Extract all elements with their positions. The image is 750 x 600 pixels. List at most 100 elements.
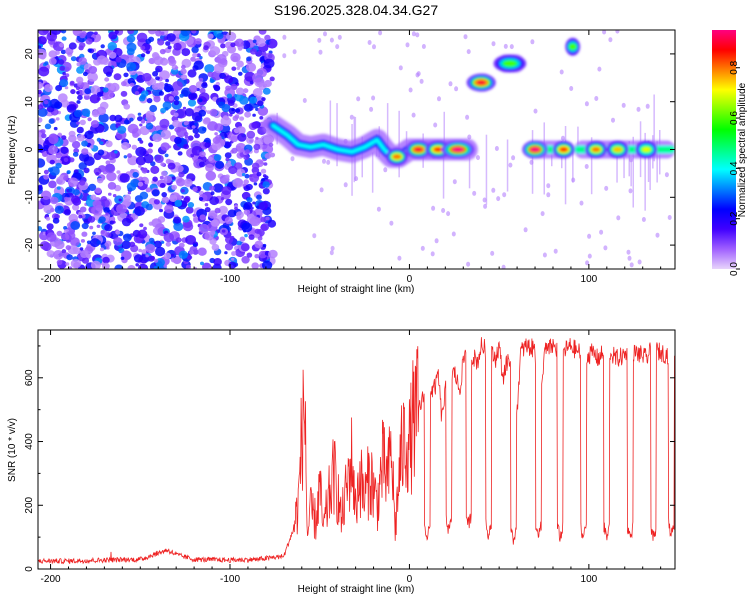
noise-speckle: [207, 121, 218, 131]
noise-speckle: [150, 165, 160, 174]
noise-speckle: [207, 71, 214, 78]
noise-speckle: [98, 216, 106, 223]
noise-speckle: [71, 140, 81, 149]
noise-speckle: [241, 222, 253, 233]
noise-speckle: [119, 173, 130, 183]
noise-speckle: [154, 154, 164, 164]
noise-speckle: [48, 118, 55, 124]
noise-speckle: [157, 136, 162, 141]
noise-speckle: [466, 261, 471, 267]
noise-speckle: [261, 260, 273, 269]
noise-streak: [443, 111, 445, 143]
noise-speckle: [97, 149, 105, 156]
noise-speckle: [249, 216, 261, 227]
noise-speckle: [398, 65, 403, 71]
noise-streak: [336, 103, 338, 167]
noise-speckle: [123, 194, 131, 202]
noise-speckle: [483, 203, 488, 209]
noise-speckle: [79, 180, 86, 186]
noise-speckle: [46, 223, 54, 230]
noise-speckle: [191, 125, 196, 129]
spectrogram-image: [38, 30, 675, 269]
noise-speckle: [38, 117, 43, 123]
noise-speckle: [103, 207, 110, 214]
noise-speckle: [216, 54, 227, 64]
noise-speckle: [160, 129, 172, 140]
noise-speckle: [43, 174, 49, 180]
noise-streak: [577, 126, 579, 155]
noise-speckle: [155, 30, 163, 37]
noise-speckle: [216, 33, 224, 40]
noise-speckle: [123, 119, 130, 125]
spectral-peak: [452, 147, 464, 152]
noise-speckle: [145, 203, 153, 211]
noise-speckle: [343, 182, 348, 188]
noise-speckle: [139, 191, 149, 200]
noise-speckle: [138, 164, 142, 168]
noise-speckle: [258, 201, 268, 211]
noise-streak: [590, 137, 593, 195]
colorbar-tick-label: 0.4: [729, 161, 740, 175]
noise-speckle: [58, 59, 65, 65]
noise-speckle: [454, 86, 459, 92]
noise-speckle: [641, 217, 646, 222]
noise-speckle: [248, 234, 255, 240]
noise-speckle: [244, 173, 250, 179]
noise-speckle: [145, 187, 152, 193]
noise-speckle: [64, 86, 69, 90]
spectral-peak: [392, 154, 402, 159]
noise-speckle: [198, 161, 206, 168]
noise-speckle: [143, 226, 147, 231]
noise-speckle: [136, 32, 148, 43]
noise-speckle: [112, 220, 116, 224]
noise-speckle: [181, 64, 186, 70]
noise-speckle: [667, 215, 672, 220]
noise-speckle: [44, 61, 49, 66]
noise-speckle: [629, 262, 634, 268]
noise-speckle: [123, 138, 127, 142]
noise-speckle: [225, 141, 232, 148]
noise-speckle: [584, 164, 589, 169]
noise-speckle: [180, 74, 188, 80]
noise-speckle: [96, 55, 107, 65]
noise-speckle: [55, 254, 59, 258]
noise-speckle: [261, 178, 265, 182]
noise-speckle: [194, 133, 200, 139]
noise-speckle: [46, 250, 55, 258]
noise-speckle: [202, 262, 212, 269]
x-tick-label: 0: [407, 574, 413, 585]
noise-speckle: [145, 114, 154, 122]
noise-speckle: [225, 85, 232, 91]
noise-speckle: [191, 46, 199, 54]
noise-speckle: [81, 222, 89, 230]
noise-speckle: [86, 240, 91, 245]
noise-speckle: [234, 114, 240, 119]
noise-speckle: [256, 171, 262, 177]
spectral-peak: [433, 147, 443, 152]
noise-speckle: [49, 98, 60, 109]
y-tick-label: 400: [24, 433, 35, 450]
noise-speckle: [70, 259, 82, 269]
noise-speckle: [476, 155, 480, 161]
noise-speckle: [86, 113, 90, 117]
noise-speckle: [502, 192, 507, 198]
noise-speckle: [145, 50, 151, 55]
noise-speckle: [533, 108, 538, 114]
snr-x-ticks: -200 -100 0 100: [41, 330, 662, 585]
noise-speckle: [145, 254, 149, 258]
noise-speckle: [282, 34, 287, 40]
noise-streak: [644, 132, 646, 211]
noise-speckle: [252, 73, 263, 83]
noise-speckle: [87, 117, 92, 122]
colorbar: 0.0 0.2 0.4 0.6 0.8 Normalized spectral ampl…: [712, 30, 748, 276]
noise-speckle: [579, 200, 584, 206]
noise-speckle: [172, 119, 181, 128]
noise-speckle: [55, 117, 60, 121]
noise-speckle: [211, 219, 220, 227]
noise-speckle: [448, 81, 453, 87]
noise-speckle: [66, 170, 71, 174]
noise-speckle: [108, 192, 112, 196]
noise-speckle: [193, 243, 198, 247]
chart-title: S196.2025.328.04.34.G27: [274, 2, 438, 18]
noise-speckle: [113, 73, 122, 81]
